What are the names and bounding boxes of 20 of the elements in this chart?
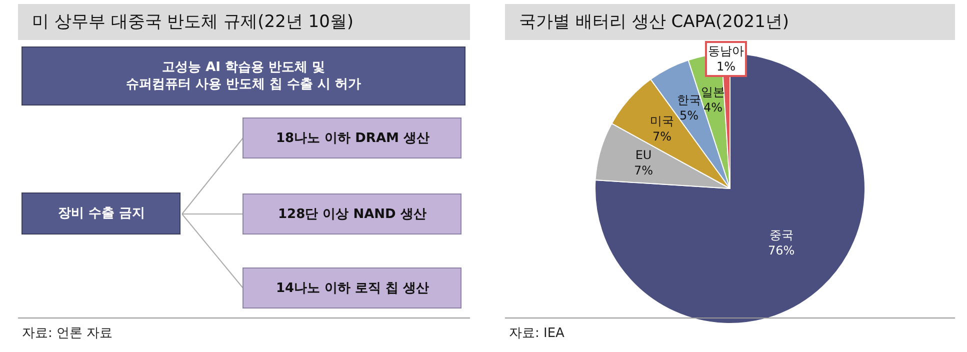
slice-label: 동남아 (708, 44, 744, 58)
text: 미 상무부 대중국 반도체 규제(22년 10월) (32, 12, 354, 32)
text: 18나노 이하 DRAM 생산 (276, 131, 430, 146)
data-label: 7% (652, 130, 672, 144)
text: 자료: 언론 자료 (22, 326, 113, 341)
data-label: 5% (679, 108, 699, 123)
slice-label: 한국 (677, 93, 701, 107)
slice-label: EU (635, 148, 652, 162)
text: 14나노 이하 로직 칩 생산 (276, 281, 430, 296)
slice-label: 중국 (769, 228, 794, 242)
text: 장비 수출 금지 (58, 206, 146, 221)
data-label: 4% (703, 100, 723, 115)
data-label: 1% (716, 60, 736, 74)
text: 128단 이상 NAND 생산 (278, 207, 426, 222)
text: 고성능 AI 학습용 반도체 및 슈퍼컴퓨터 사용 반도체 칩 수출 시 허가 (126, 60, 362, 92)
text: 자료: IEA (509, 326, 565, 341)
data-label: 7% (634, 164, 654, 178)
chart-title: 국가별 배터리 생산 CAPA(2021년) (519, 12, 790, 32)
data-label: 76% (768, 244, 795, 258)
slice-label: 미국 (650, 114, 674, 128)
